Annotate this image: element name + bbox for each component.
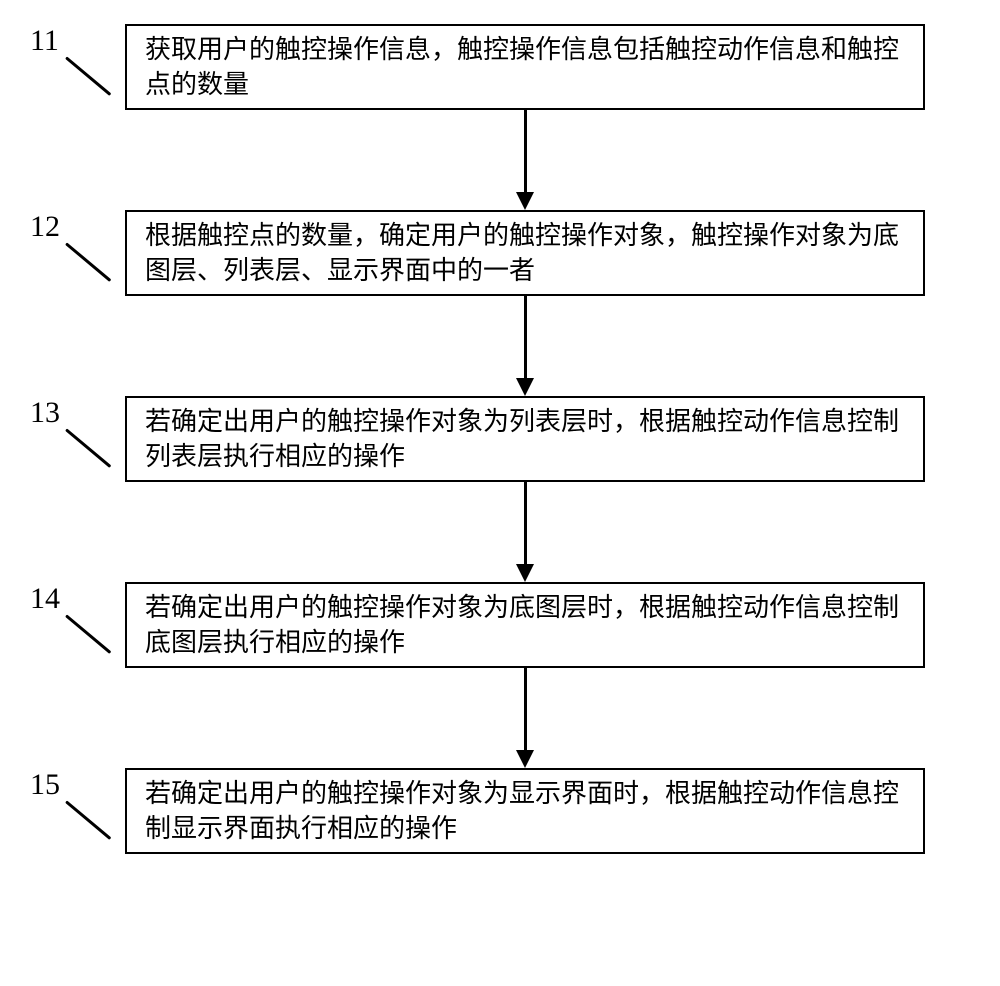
step-label: 12 bbox=[30, 210, 60, 244]
step-label: 11 bbox=[30, 24, 59, 58]
flow-node: 获取用户的触控操作信息，触控操作信息包括触控动作信息和触控点的数量 bbox=[125, 24, 925, 110]
label-connector bbox=[65, 242, 111, 282]
label-connector bbox=[65, 614, 111, 654]
step-label: 13 bbox=[30, 396, 60, 430]
step-label: 14 bbox=[30, 582, 60, 616]
flow-node-text: 若确定出用户的触控操作对象为底图层时，根据触控动作信息控制底图层执行相应的操作 bbox=[145, 590, 905, 660]
flow-node: 根据触控点的数量，确定用户的触控操作对象，触控操作对象为底图层、列表层、显示界面… bbox=[125, 210, 925, 296]
arrow-down-icon bbox=[516, 378, 534, 396]
flow-node-text: 若确定出用户的触控操作对象为显示界面时，根据触控动作信息控制显示界面执行相应的操… bbox=[145, 776, 905, 846]
flow-arrow-line bbox=[524, 110, 527, 192]
arrow-down-icon bbox=[516, 192, 534, 210]
label-connector bbox=[65, 428, 111, 468]
flow-node: 若确定出用户的触控操作对象为显示界面时，根据触控动作信息控制显示界面执行相应的操… bbox=[125, 768, 925, 854]
flow-node: 若确定出用户的触控操作对象为列表层时，根据触控动作信息控制列表层执行相应的操作 bbox=[125, 396, 925, 482]
flow-node: 若确定出用户的触控操作对象为底图层时，根据触控动作信息控制底图层执行相应的操作 bbox=[125, 582, 925, 668]
arrow-down-icon bbox=[516, 564, 534, 582]
step-label: 15 bbox=[30, 768, 60, 802]
flow-arrow-line bbox=[524, 296, 527, 378]
flow-node-text: 获取用户的触控操作信息，触控操作信息包括触控动作信息和触控点的数量 bbox=[145, 32, 905, 102]
flow-arrow-line bbox=[524, 668, 527, 750]
label-connector bbox=[65, 800, 111, 840]
flow-node-text: 根据触控点的数量，确定用户的触控操作对象，触控操作对象为底图层、列表层、显示界面… bbox=[145, 218, 905, 288]
arrow-down-icon bbox=[516, 750, 534, 768]
label-connector bbox=[65, 56, 111, 96]
flow-arrow-line bbox=[524, 482, 527, 564]
flowchart-canvas: 获取用户的触控操作信息，触控操作信息包括触控动作信息和触控点的数量 11 根据触控点… bbox=[0, 0, 1000, 986]
flow-node-text: 若确定出用户的触控操作对象为列表层时，根据触控动作信息控制列表层执行相应的操作 bbox=[145, 404, 905, 474]
